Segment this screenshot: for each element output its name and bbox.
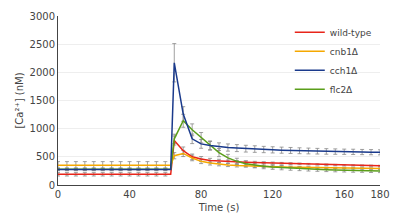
svg-text:500: 500 [36, 151, 55, 162]
svg-text:0: 0 [55, 189, 61, 200]
svg-text:cnb1Δ: cnb1Δ [330, 47, 359, 57]
svg-text:180: 180 [370, 189, 389, 200]
svg-text:1000: 1000 [30, 123, 55, 134]
svg-text:3000: 3000 [30, 11, 55, 22]
svg-text:[Ca²⁺] (nM): [Ca²⁺] (nM) [14, 72, 25, 128]
svg-text:120: 120 [263, 189, 282, 200]
svg-text:flc2Δ: flc2Δ [330, 85, 353, 95]
svg-text:2500: 2500 [30, 39, 55, 50]
svg-text:Time (s): Time (s) [198, 202, 240, 213]
svg-text:40: 40 [123, 189, 136, 200]
svg-text:1500: 1500 [30, 95, 55, 106]
svg-text:80: 80 [195, 189, 208, 200]
svg-text:0: 0 [49, 180, 55, 191]
svg-text:wild-type: wild-type [330, 28, 372, 38]
svg-text:2000: 2000 [30, 67, 55, 78]
svg-text:cch1Δ: cch1Δ [330, 66, 358, 76]
svg-text:160: 160 [335, 189, 354, 200]
